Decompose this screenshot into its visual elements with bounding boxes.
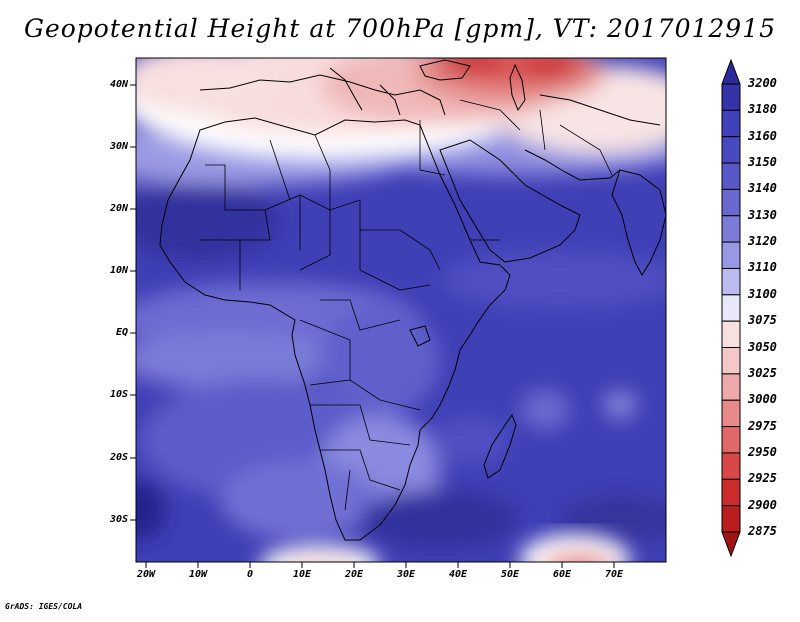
chart-title: Geopotential Height at 700hPa [gpm], VT:…	[23, 14, 777, 43]
colorbar-label: 3050	[748, 339, 777, 354]
lat-label-10n: 10N	[109, 265, 128, 276]
coastlines	[159, 59, 666, 541]
lat-label-40n: 40N	[109, 79, 128, 90]
colorbar-label: 3025	[748, 365, 777, 380]
lon-label-70e: 70E	[604, 569, 624, 580]
colorbar-box	[721, 426, 741, 454]
colorbar-box	[721, 215, 741, 243]
lon-label-40e: 40E	[448, 569, 468, 580]
colorbar-label: 2925	[748, 471, 777, 486]
credit-label: GrADS: IGES/COLA	[5, 602, 83, 611]
colorbar-label: 3140	[748, 181, 777, 196]
lon-label-60e: 60E	[552, 569, 572, 580]
colorbar-label: 3075	[748, 313, 777, 328]
field-north	[136, 58, 666, 160]
colorbar-label: 3120	[748, 234, 777, 249]
colorbar-label: 2975	[748, 418, 777, 433]
colorbar-box	[721, 399, 741, 428]
colorbar-bottom-arrow	[721, 531, 741, 558]
lon-label-0: 0	[246, 569, 254, 580]
lon-ticks	[145, 562, 615, 568]
lat-label-20n: 20N	[109, 203, 128, 214]
lon-label-10w: 10W	[188, 569, 208, 580]
colorbar-box	[721, 188, 741, 217]
colorbar-box	[721, 320, 741, 349]
colorbar-box	[721, 478, 741, 507]
colorbar-box	[721, 267, 741, 296]
colorbar-box	[721, 373, 741, 401]
colorbar-label: 3150	[748, 155, 777, 170]
field-shading	[136, 125, 666, 550]
colorbar-box	[721, 294, 741, 322]
lat-label-30s: 30S	[109, 514, 128, 525]
colorbar-label: 2900	[748, 497, 777, 512]
colorbar	[721, 58, 741, 558]
colorbar-box	[721, 505, 741, 533]
height-field	[136, 58, 666, 562]
lon-label-30e: 30E	[396, 569, 416, 580]
colorbar-box	[721, 241, 741, 269]
lon-label-20w: 20W	[136, 569, 156, 580]
colorbar-box	[721, 109, 741, 138]
colorbar-label: 3100	[748, 286, 777, 301]
colorbar-label: 3110	[748, 260, 777, 275]
country-borders	[200, 99, 613, 511]
lat-label-20s: 20S	[109, 452, 128, 463]
lat-label-30n: 30N	[109, 141, 128, 152]
colorbar-label: 2875	[748, 524, 777, 538]
colorbar-label: 3130	[748, 207, 777, 222]
colorbar-box	[721, 347, 741, 375]
colorbar-label: 3200	[748, 76, 777, 90]
lon-label-10e: 10E	[292, 569, 312, 580]
colorbar-box	[721, 136, 741, 164]
colorbar-label: 3180	[748, 102, 777, 117]
colorbar-top-arrow	[721, 58, 741, 85]
lat-label-10s: 10S	[109, 389, 128, 400]
lat-ticks	[130, 84, 136, 521]
colorbar-boxes	[721, 83, 741, 533]
colorbar-box	[721, 452, 741, 480]
colorbar-label: 3160	[748, 128, 777, 143]
colorbar-label: 3000	[748, 392, 777, 407]
colorbar-box	[721, 83, 741, 111]
lon-label-50e: 50E	[500, 569, 520, 580]
field-south	[260, 534, 630, 562]
lat-label-eq: EQ	[115, 327, 128, 338]
lon-label-20e: 20E	[344, 569, 364, 580]
map-frame	[135, 57, 667, 563]
colorbar-box	[721, 162, 741, 190]
colorbar-label: 2950	[748, 444, 777, 459]
